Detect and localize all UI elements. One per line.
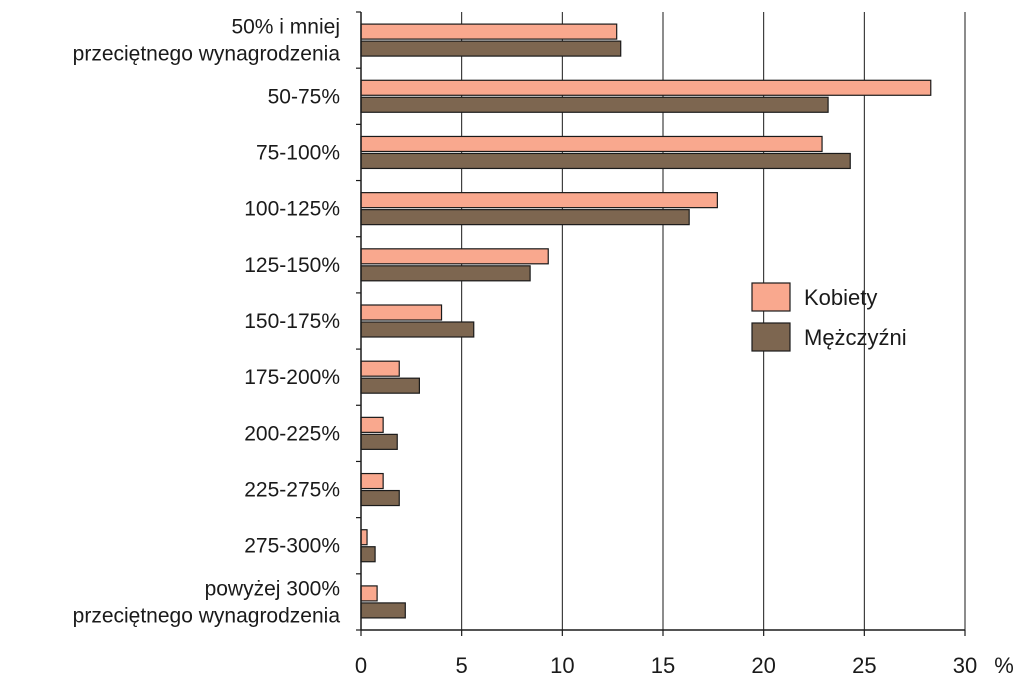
legend-swatch-kobiety (751, 282, 791, 312)
legend: Kobiety Mężczyźni (751, 282, 907, 352)
category-label-10-line-1: przeciętnego wynagrodzenia (73, 604, 341, 627)
bar-kobiety-2 (360, 135, 823, 153)
bar-kobiety-7 (360, 416, 384, 433)
legend-label-kobiety: Kobiety (804, 285, 877, 310)
legend-swatch-mezczyzni (751, 322, 791, 352)
bar-mezczyzni-3 (360, 209, 690, 226)
bar-mezczyzni-10 (360, 602, 406, 619)
bar-kobiety-4 (360, 248, 549, 265)
category-label-8: 225-275% (244, 479, 340, 502)
category-label-0-line-0: 50% i mniej (231, 16, 340, 39)
bars (360, 23, 932, 619)
x-tick-label-0: 0 (355, 653, 367, 678)
bar-mezczyzni-1 (360, 96, 829, 113)
bar-kobiety-5 (360, 304, 443, 321)
bar-kobiety-6 (360, 360, 400, 377)
x-tick-label-1: 5 (456, 653, 468, 678)
bar-kobiety-3 (360, 192, 718, 209)
legend-label-mezczyzni: Mężczyźni (804, 325, 907, 350)
bar-mezczyzni-8 (360, 489, 400, 507)
bar-mezczyzni-2 (360, 152, 851, 170)
x-unit-label: % (994, 653, 1014, 678)
x-tick-label-2: 10 (550, 653, 574, 678)
category-label-7: 200-225% (244, 422, 340, 445)
bar-kobiety-1 (360, 79, 932, 96)
bar-mezczyzni-0 (360, 40, 622, 57)
bar-kobiety-8 (360, 472, 384, 490)
x-tick-labels: 0 5 10 15 20 25 30% (355, 653, 1014, 678)
bar-kobiety-10 (360, 585, 378, 602)
category-label-2: 75-100% (256, 141, 340, 164)
category-label-4: 125-150% (244, 254, 340, 277)
grid-lines (461, 12, 966, 630)
category-label-0-line-1: przeciętnego wynagrodzenia (73, 43, 341, 66)
category-labels: 50% i mniej przeciętnego wynagrodzenia 50-… (73, 16, 341, 628)
bar-mezczyzni-4 (360, 265, 531, 282)
category-label-6: 175-200% (244, 366, 340, 389)
bar-kobiety-9 (360, 529, 368, 546)
axes (356, 11, 966, 636)
x-tick-label-4: 20 (751, 653, 775, 678)
category-label-5: 150-175% (244, 310, 340, 333)
bar-mezczyzni-7 (360, 433, 398, 450)
x-tick-label-5: 25 (852, 653, 876, 678)
category-label-3: 100-125% (244, 198, 340, 221)
bar-mezczyzni-9 (360, 546, 376, 563)
x-tick-label-3: 15 (651, 653, 675, 678)
bar-mezczyzni-6 (360, 377, 420, 394)
bar-kobiety-0 (360, 23, 618, 40)
x-tick-label-6: 30 (953, 653, 977, 678)
category-label-10-line-0: powyżej 300% (205, 577, 340, 600)
category-label-1: 50-75% (268, 85, 340, 108)
bar-mezczyzni-5 (360, 321, 475, 338)
category-label-9: 275-300% (244, 535, 340, 558)
